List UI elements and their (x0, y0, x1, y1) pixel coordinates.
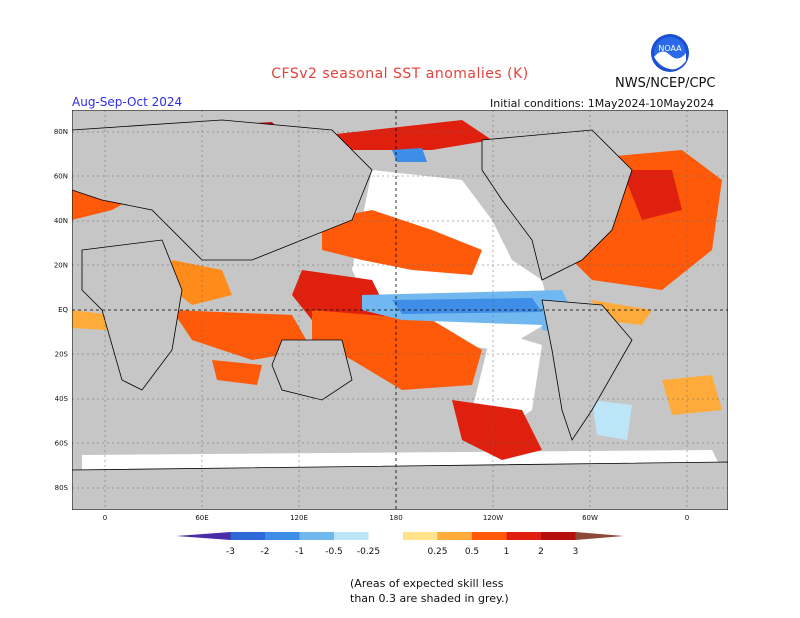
colorbar-swatch (575, 532, 624, 540)
colorbar-swatch (403, 532, 438, 540)
colorbar-swatch (176, 532, 231, 540)
antarctica (72, 461, 728, 510)
lon-label: 0 (685, 514, 689, 522)
sst-anomaly-map (72, 110, 728, 510)
colorbar-swatch (472, 532, 507, 540)
skill-note-line2: than 0.3 are shaded in grey.) (350, 592, 509, 605)
lon-label: 60E (195, 514, 208, 522)
lon-label: 180 (389, 514, 402, 522)
org-label: NWS/NCEP/CPC (615, 76, 716, 91)
colorbar-tick-label: 0.5 (465, 547, 479, 557)
colorbar-swatch (506, 532, 541, 540)
colorbar-tick-label: -0.25 (357, 547, 380, 557)
lon-label: 60W (582, 514, 598, 522)
colorbar-swatch (230, 532, 265, 540)
colorbar-swatch (541, 532, 576, 540)
lat-label: 40N (54, 217, 68, 225)
colorbar-swatch (334, 532, 369, 540)
lat-label: 60N (54, 173, 68, 181)
colorbar-tick-label: -2 (261, 547, 270, 557)
lon-label: 120E (290, 514, 308, 522)
colorbar-tick-label: 0.25 (427, 547, 447, 557)
lat-label: EQ (58, 306, 68, 314)
initial-conditions-label: Initial conditions: 1May2024-10May2024 (490, 97, 715, 110)
south-america (541, 299, 633, 441)
lat-label: 20S (55, 351, 69, 359)
colorbar-tick-label: 3 (573, 547, 579, 557)
colorbar-tick-label: 2 (538, 547, 544, 557)
chart-title: CFSv2 seasonal SST anomalies (K) (271, 66, 529, 82)
graticule (72, 110, 728, 510)
lat-label: 80S (55, 484, 69, 492)
colorbar-tick-label: -0.5 (325, 547, 343, 557)
lat-label: 40S (55, 395, 69, 403)
season-label: Aug-Sep-Oct 2024 (72, 95, 183, 109)
lat-label: 80N (54, 128, 68, 136)
logo-text: NOAA (658, 44, 682, 53)
lat-label: 20N (54, 262, 68, 270)
colorbar-swatch (368, 532, 403, 540)
north-america (481, 129, 633, 281)
colorbar: -3 -2 -1 -0.5 -0.25 0.25 0.5 1 2 3 (176, 532, 624, 557)
colorbar-tick-label: 1 (504, 547, 510, 557)
skill-note-line1: (Areas of expected skill less (350, 577, 504, 590)
lon-label: 0 (103, 514, 107, 522)
lon-label: 120W (483, 514, 503, 522)
lat-label: 60S (55, 440, 69, 448)
africa (81, 239, 183, 391)
colorbar-tick-label: -1 (295, 547, 304, 557)
eurasia (72, 119, 373, 261)
colorbar-tick-label: -3 (226, 547, 235, 557)
land-masses (72, 119, 728, 510)
colorbar-swatch (437, 532, 472, 540)
australia (271, 339, 353, 401)
colorbar-swatch (265, 532, 300, 540)
colorbar-swatch (299, 532, 334, 540)
noaa-logo: NOAA (651, 34, 689, 72)
